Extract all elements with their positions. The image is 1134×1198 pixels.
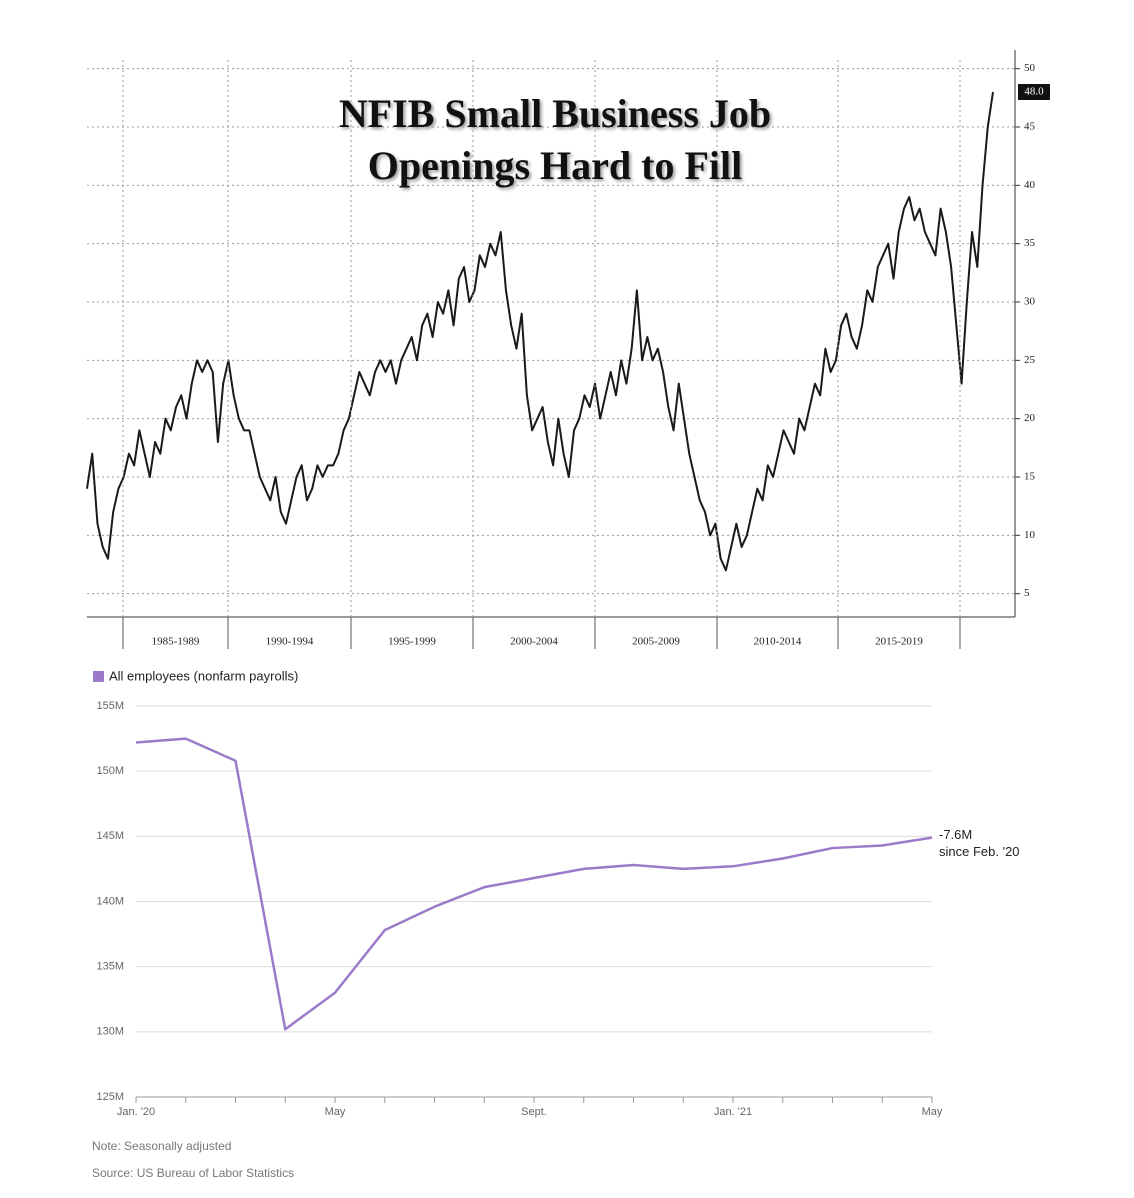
period-label: 2010-2014 (754, 636, 802, 648)
y-tick-label: 10 (1024, 529, 1036, 541)
y-tick-label: 20 (1024, 412, 1036, 424)
data-line (86, 91, 994, 572)
y-tick-label: 25 (1024, 354, 1036, 366)
annotation: -7.6M (939, 827, 972, 842)
x-tick-label: May (922, 1106, 943, 1118)
period-label: 1995-1999 (388, 636, 436, 648)
annotation-box (1018, 84, 1050, 100)
y-tick-label: 40 (1024, 179, 1036, 191)
x-tick-label: Jan. '20 (117, 1106, 155, 1118)
annotation: 48.0 (1024, 86, 1044, 98)
y-tick-label: 35 (1024, 237, 1036, 249)
legend-label: All employees (nonfarm payrolls) (109, 668, 298, 683)
x-tick-label: May (325, 1106, 346, 1118)
y-tick-label: 30 (1024, 296, 1036, 308)
y-tick-label: 150M (96, 765, 124, 777)
period-label: 2000-2004 (510, 636, 558, 648)
y-tick-label: 125M (96, 1091, 124, 1103)
period-label: 1985-1989 (152, 636, 200, 648)
y-tick-label: 50 (1024, 62, 1036, 74)
chart-title: NFIB Small Business Job Openings Hard to… (338, 91, 772, 188)
y-tick-label: 5 (1024, 587, 1030, 599)
note: Note: Seasonally adjusted (92, 1139, 231, 1153)
period-label: 1990-1994 (266, 636, 314, 648)
source: Source: US Bureau of Labor Statistics (92, 1166, 294, 1180)
period-label: 2005-2009 (632, 636, 680, 648)
x-tick-label: Sept. (521, 1106, 547, 1118)
y-tick-label: 145M (96, 830, 124, 842)
y-tick-label: 140M (96, 895, 124, 907)
legend-swatch (93, 671, 104, 682)
y-tick-label: 45 (1024, 121, 1036, 133)
y-tick-label: 155M (96, 700, 124, 712)
x-tick-label: Jan. '21 (714, 1106, 752, 1118)
y-tick-label: 130M (96, 1026, 124, 1038)
data-line (135, 737, 933, 1031)
annotation: since Feb. '20 (939, 844, 1020, 859)
period-label: 2015-2019 (875, 636, 923, 648)
y-tick-label: 135M (96, 961, 124, 973)
y-tick-label: 15 (1024, 471, 1036, 483)
